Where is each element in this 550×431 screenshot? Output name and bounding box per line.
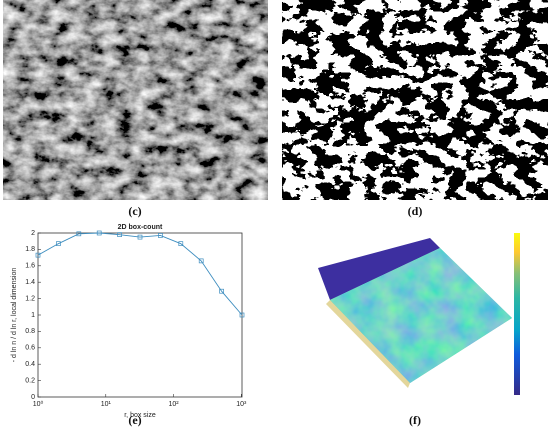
y-axis-label: - d ln n / d ln r, local dimension [11, 268, 18, 363]
data-point [239, 312, 245, 318]
y-tick-label: 0.4 [25, 361, 35, 368]
panel-label: (c) [128, 204, 141, 218]
plot-area [37, 232, 243, 398]
data-point [137, 234, 143, 240]
y-tick-label: 1.2 [25, 295, 35, 302]
data-point [198, 258, 204, 264]
panel-label: (e) [128, 413, 141, 427]
data-point [219, 288, 224, 294]
data-point [117, 232, 122, 237]
surface-plot [318, 233, 520, 395]
y-tick-label: 0.2 [25, 377, 35, 384]
colorbar [514, 233, 520, 395]
surface-edge [326, 300, 410, 388]
y-tick-label: 1.4 [25, 279, 35, 286]
y-tick-label: 0.8 [25, 328, 35, 335]
x-tick-label: 10³ [236, 401, 247, 408]
y-tick-label: 0 [31, 394, 35, 401]
sem-image [3, 0, 268, 200]
y-tick-label: 1 [31, 312, 35, 319]
data-point [178, 241, 184, 247]
y-tick-label: 0.6 [25, 345, 35, 352]
panel-label: (d) [408, 204, 423, 218]
data-point [35, 252, 41, 258]
data-line [37, 232, 243, 316]
x-tick-label: 10⁰ [33, 400, 44, 408]
data-point [158, 233, 163, 238]
data-point [56, 241, 61, 247]
y-tick-label: 1.6 [25, 263, 35, 270]
x-tick-label: 10² [168, 401, 179, 408]
surface-wall [318, 238, 440, 300]
binary-image [282, 0, 548, 200]
chart-title: 2D box-count [118, 224, 163, 231]
x-tick-label: 10¹ [101, 401, 112, 408]
x-axis-label: r, box size [124, 412, 156, 419]
y-tick-label: 2 [31, 230, 35, 237]
y-tick-label: 1.8 [25, 246, 35, 253]
data-point [76, 231, 82, 237]
panel-label: (f) [409, 413, 421, 427]
data-point [96, 230, 102, 236]
